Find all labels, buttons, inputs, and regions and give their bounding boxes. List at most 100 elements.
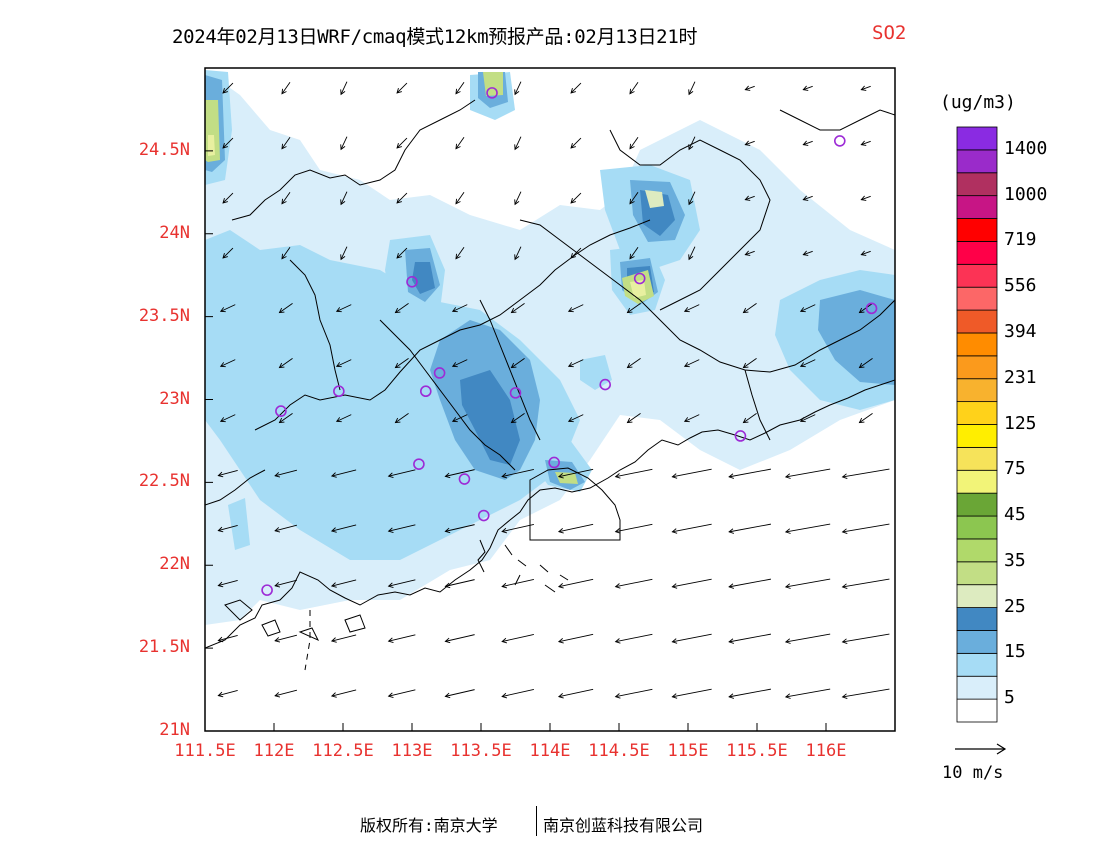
wind-arrow	[336, 359, 352, 367]
lat-tick-label: 22N	[159, 554, 190, 575]
wind-arrow	[281, 82, 291, 94]
wind-arrowhead	[387, 527, 394, 533]
legend-swatch	[956, 515, 998, 540]
wind-arrowhead	[784, 528, 791, 534]
wind-arrowhead	[841, 583, 848, 589]
wind-arrowhead	[278, 362, 285, 369]
wind-arrowhead	[281, 88, 287, 95]
wind-arrow	[279, 303, 293, 313]
wind-arrow	[785, 633, 831, 643]
wind-arrow	[729, 468, 771, 478]
wind-arrowhead	[626, 307, 633, 314]
station-marker	[406, 276, 418, 288]
wind-arrowhead	[784, 693, 791, 699]
wind-arrowhead	[629, 198, 635, 205]
wind-arrow	[279, 358, 293, 368]
wind-arrowhead	[387, 582, 394, 588]
wind-arrow	[455, 82, 465, 94]
station-marker	[509, 387, 522, 399]
wind-arrow	[672, 578, 712, 588]
wind-arrow	[336, 304, 352, 312]
wind-arrowhead	[444, 637, 451, 644]
wind-arrow	[331, 579, 357, 587]
wind-arrowhead	[742, 307, 749, 314]
wind-arrow	[281, 247, 291, 259]
wind-arrowhead	[688, 254, 694, 261]
legend-label: 25	[1004, 595, 1026, 617]
wind-arrowhead	[728, 693, 734, 699]
wind-arrow	[274, 634, 298, 642]
station-marker	[458, 473, 471, 485]
wind-arrow	[452, 304, 468, 312]
station-marker	[865, 302, 878, 315]
wind-arrow	[279, 413, 293, 423]
wind-arrow	[558, 578, 594, 588]
wind-arrow	[455, 137, 465, 149]
wind-arrow	[274, 689, 298, 697]
station-marker	[433, 367, 446, 379]
wind-arrow	[800, 304, 816, 312]
wind-arrowhead	[614, 638, 621, 644]
wind-arrow	[218, 469, 238, 477]
wind-arrowhead	[860, 85, 867, 91]
wind-arrowhead	[222, 253, 228, 259]
wind-arrowhead	[744, 140, 751, 146]
coastline-boundaries	[205, 99, 895, 671]
wind-arrow	[558, 468, 594, 478]
wind-arrowhead	[784, 583, 791, 589]
station-marker	[486, 87, 498, 99]
legend-swatch	[956, 584, 998, 608]
wind-arrow	[336, 414, 352, 422]
legend-swatch	[956, 607, 998, 631]
legend-label: 75	[1004, 458, 1026, 480]
legend-swatch	[956, 218, 998, 242]
wind-arrowhead	[387, 692, 394, 698]
legend-label: 45	[1004, 504, 1026, 526]
wind-arrowhead	[274, 527, 281, 533]
wind-arrow	[859, 413, 873, 423]
wind-arrowhead	[688, 199, 694, 206]
wind-arrowhead	[219, 362, 226, 368]
wind-arrow	[629, 192, 639, 204]
wind-arrow	[803, 195, 813, 201]
wind-arrow	[218, 579, 238, 587]
wind-arrow	[514, 191, 522, 205]
wind-arrow	[340, 136, 348, 150]
wind-arrowhead	[219, 307, 226, 313]
wind-arrow	[502, 634, 534, 642]
wind-arrow	[274, 524, 298, 532]
lon-tick-label: 114.5E	[588, 741, 650, 761]
wind-arrowhead	[744, 250, 751, 256]
wind-arrow	[672, 523, 712, 533]
wind-arrowhead	[501, 582, 508, 589]
station-marker	[261, 584, 273, 596]
wind-arrowhead	[629, 143, 635, 150]
wind-arrow	[331, 634, 357, 642]
wind-arrow	[568, 304, 584, 312]
wind-arrow	[842, 633, 890, 643]
wind-arrowhead	[802, 140, 809, 146]
lat-tick-label: 24N	[159, 222, 190, 243]
wind-arrowhead	[281, 143, 287, 150]
copyright-separator	[536, 806, 537, 836]
copyright-right: 南京创蓝科技有限公司	[543, 816, 704, 835]
wind-arrowhead	[222, 143, 228, 149]
wind-arrow	[558, 523, 594, 533]
wind-arrowhead	[396, 253, 402, 259]
wind-arrow	[502, 579, 534, 587]
wind-arrowhead	[802, 195, 809, 201]
monitoring-stations	[261, 87, 878, 596]
wind-arrow	[452, 414, 468, 422]
wind-arrowhead	[728, 473, 734, 479]
wind-arrow	[570, 82, 582, 94]
wind-arrowhead	[330, 692, 337, 698]
wind-arrow	[502, 469, 534, 477]
wind-arrowhead	[501, 692, 508, 699]
station-marker	[413, 458, 425, 470]
legend-label: 1000	[1004, 183, 1048, 205]
wind-arrow	[861, 195, 871, 201]
wind-arrow	[331, 469, 357, 477]
wind-arrowhead	[274, 472, 281, 478]
wind-arrow	[340, 246, 348, 260]
